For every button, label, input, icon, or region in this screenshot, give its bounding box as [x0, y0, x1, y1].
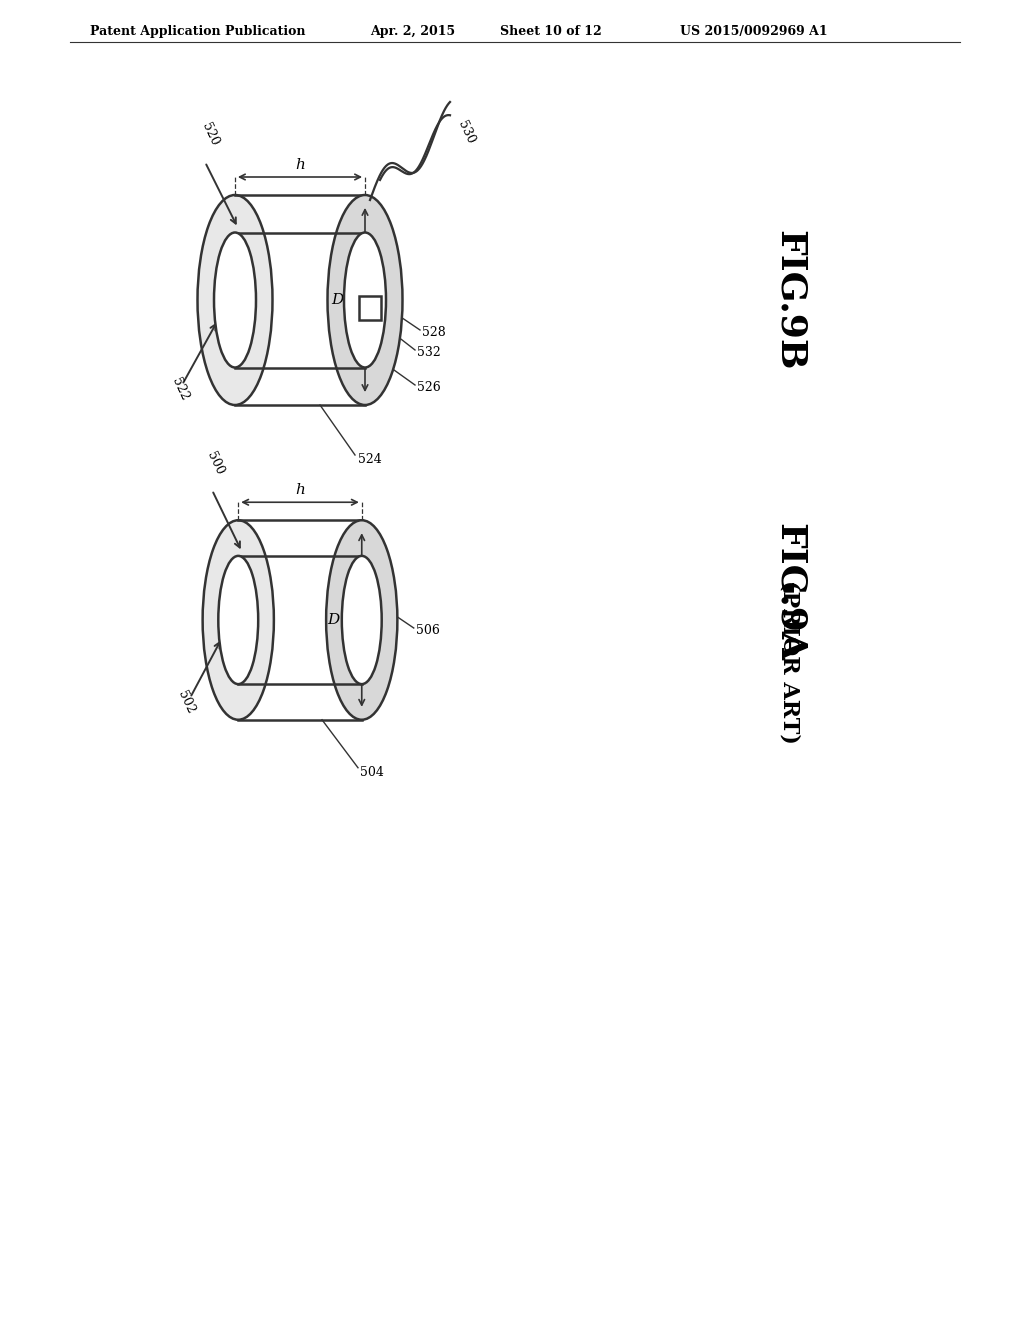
- Text: 506: 506: [416, 624, 439, 638]
- Text: 504: 504: [360, 766, 384, 779]
- Text: D: D: [331, 293, 343, 308]
- Ellipse shape: [328, 195, 402, 405]
- Text: 500: 500: [204, 450, 226, 477]
- Text: 522: 522: [169, 376, 190, 403]
- Text: Sheet 10 of 12: Sheet 10 of 12: [500, 25, 602, 38]
- Text: 526: 526: [417, 381, 440, 393]
- Text: D: D: [328, 612, 340, 627]
- Ellipse shape: [203, 520, 273, 719]
- Text: (PRIOR ART): (PRIOR ART): [779, 579, 801, 744]
- Text: 530: 530: [455, 119, 477, 147]
- Text: 502: 502: [175, 689, 197, 715]
- Text: Patent Application Publication: Patent Application Publication: [90, 25, 305, 38]
- Ellipse shape: [218, 556, 258, 684]
- Bar: [359, 296, 381, 319]
- Text: 532: 532: [417, 346, 440, 359]
- Ellipse shape: [198, 195, 272, 405]
- Text: US 2015/0092969 A1: US 2015/0092969 A1: [680, 25, 827, 38]
- Text: FIG.9A: FIG.9A: [773, 523, 807, 661]
- Ellipse shape: [214, 232, 256, 367]
- Text: 528: 528: [422, 326, 445, 339]
- Text: Apr. 2, 2015: Apr. 2, 2015: [370, 25, 455, 38]
- Text: FIG.9B: FIG.9B: [773, 230, 807, 370]
- Text: 520: 520: [199, 121, 221, 148]
- Text: h: h: [295, 158, 305, 172]
- Ellipse shape: [344, 232, 386, 367]
- Text: h: h: [295, 483, 305, 498]
- Ellipse shape: [342, 556, 382, 684]
- Text: 524: 524: [358, 453, 382, 466]
- Ellipse shape: [326, 520, 397, 719]
